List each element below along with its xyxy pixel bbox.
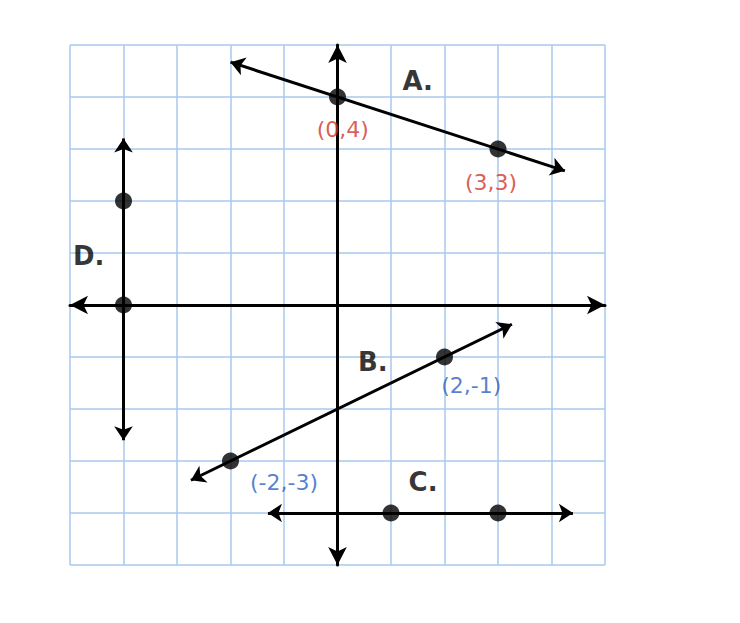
svg-text:(-2,-3): (-2,-3) [250, 470, 318, 495]
svg-text:(2,-1): (2,-1) [441, 373, 501, 398]
svg-text:A.: A. [403, 66, 433, 96]
svg-text:(0,4): (0,4) [317, 117, 369, 142]
svg-text:(3,3): (3,3) [465, 170, 517, 195]
svg-text:B.: B. [358, 347, 388, 377]
svg-text:D.: D. [73, 241, 104, 271]
svg-text:C.: C. [409, 467, 438, 497]
